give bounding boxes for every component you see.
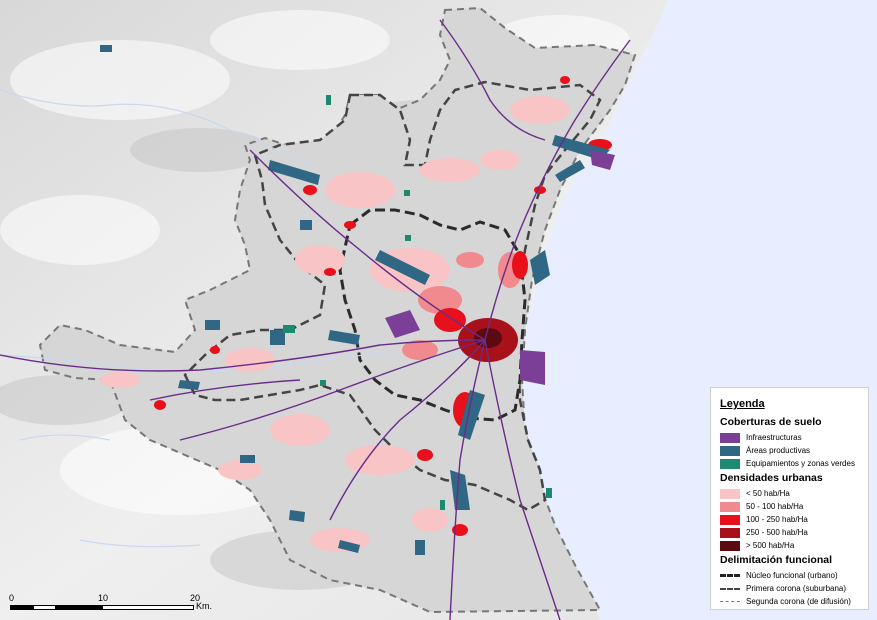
legend-item-density-1: < 50 hab/Ha — [720, 487, 862, 500]
legend-section-land-cover: Coberturas de suelo — [720, 416, 822, 428]
scale-label-20: 20 — [190, 593, 201, 603]
legend-section-densities: Densidades urbanas — [720, 472, 823, 484]
scale-label-10: 10 — [98, 593, 109, 603]
legend-item-nucleo: Núcleo funcional (urbano) — [720, 569, 862, 582]
legend-label: 250 - 500 hab/Ha — [746, 528, 808, 537]
legend-label: Infraestructuras — [746, 433, 802, 442]
legend-label: 50 - 100 hab/Ha — [746, 502, 804, 511]
scale-segment — [102, 605, 194, 610]
legend-swatch-density-1 — [720, 488, 740, 499]
legend-item-segunda-corona: Segunda corona (de difusión) — [720, 595, 862, 608]
legend-label: 100 - 250 hab/Ha — [746, 515, 808, 524]
legend-label: Núcleo funcional (urbano) — [746, 571, 838, 580]
legend-title: Leyenda — [720, 398, 765, 410]
legend-swatch-density-2 — [720, 501, 740, 512]
legend-line-nucleo — [720, 574, 740, 577]
legend-item-density-5: > 500 hab/Ha — [720, 539, 862, 552]
legend-line-segunda-corona — [720, 601, 740, 602]
density-medium — [402, 252, 522, 360]
legend-swatch-areas-productivas — [720, 445, 740, 456]
scale-segment — [56, 605, 102, 610]
legend-label: Equipamientos y zonas verdes — [746, 459, 855, 468]
legend-label: < 50 hab/Ha — [746, 489, 790, 498]
density-extreme — [474, 328, 502, 348]
rivers — [0, 89, 471, 548]
green-equipment-areas — [283, 95, 552, 510]
scale-bar: 0 10 20 Km. — [9, 593, 230, 617]
legend-item-density-3: 100 - 250 hab/Ha — [720, 513, 862, 526]
legend-swatch-density-4 — [720, 527, 740, 538]
legend: Leyenda Coberturas de suelo Infraestruct… — [710, 387, 869, 610]
legend-label: > 500 hab/Ha — [746, 541, 795, 550]
productive-areas — [100, 45, 610, 555]
scale-segment — [10, 605, 33, 610]
legend-swatch-equipamientos — [720, 458, 740, 469]
legend-item-density-4: 250 - 500 hab/Ha — [720, 526, 862, 539]
scale-unit: Km. — [196, 601, 213, 611]
legend-section-functional: Delimitación funcional — [720, 554, 833, 566]
scale-label-0: 0 — [9, 593, 15, 603]
legend-line-primera-corona — [720, 587, 740, 590]
scale-segment — [33, 605, 56, 610]
legend-swatch-infraestructuras — [720, 432, 740, 443]
road-network — [0, 19, 631, 620]
legend-item-areas-productivas: Áreas productivas — [720, 444, 862, 457]
infrastructure-areas — [385, 150, 615, 385]
legend-item-equipamientos: Equipamientos y zonas verdes — [720, 457, 862, 470]
legend-swatch-density-5 — [720, 540, 740, 551]
legend-item-density-2: 50 - 100 hab/Ha — [720, 500, 862, 513]
legend-label: Áreas productivas — [746, 446, 811, 455]
legend-label: Segunda corona (de difusión) — [746, 597, 851, 606]
legend-item-infraestructuras: Infraestructuras — [720, 431, 862, 444]
legend-label: Primera corona (suburbana) — [746, 584, 847, 593]
legend-item-primera-corona: Primera corona (suburbana) — [720, 582, 862, 595]
legend-swatch-density-3 — [720, 514, 740, 525]
